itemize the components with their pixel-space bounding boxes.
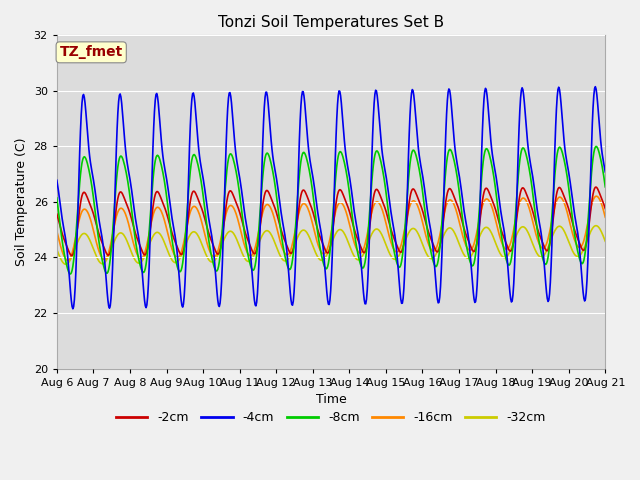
Y-axis label: Soil Temperature (C): Soil Temperature (C)	[15, 138, 28, 266]
Text: TZ_fmet: TZ_fmet	[60, 45, 123, 60]
Legend: -2cm, -4cm, -8cm, -16cm, -32cm: -2cm, -4cm, -8cm, -16cm, -32cm	[111, 406, 551, 429]
Title: Tonzi Soil Temperatures Set B: Tonzi Soil Temperatures Set B	[218, 15, 444, 30]
X-axis label: Time: Time	[316, 393, 346, 406]
